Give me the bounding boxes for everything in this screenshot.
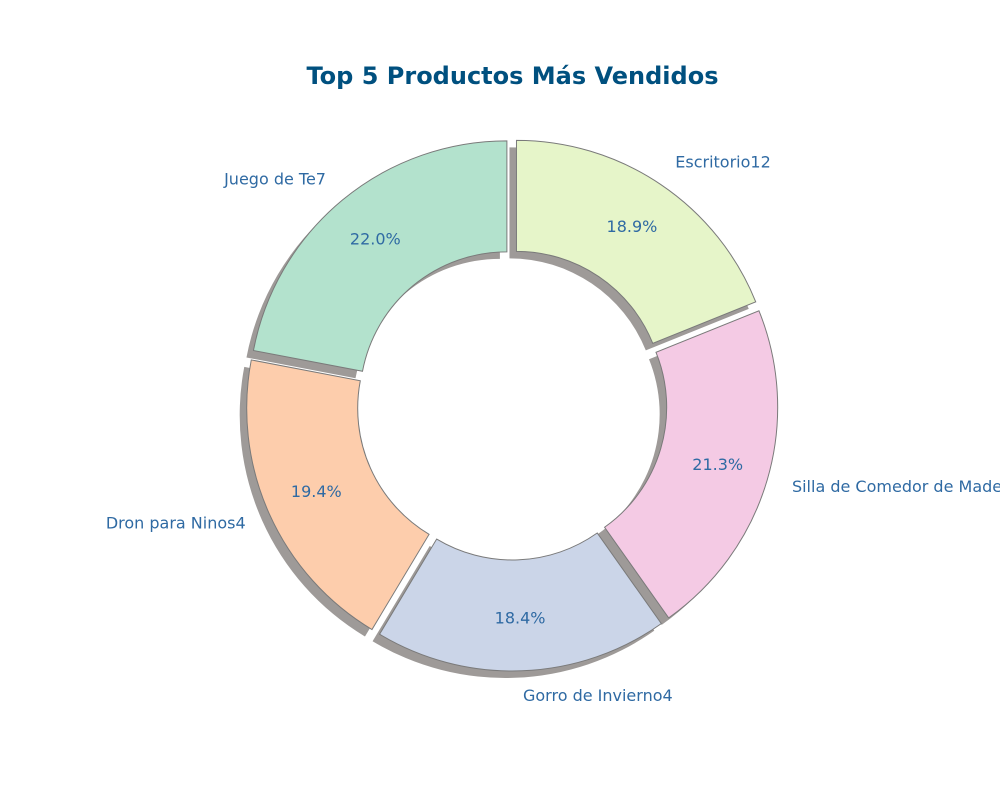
slice-label-gorro-de-invierno4: Gorro de Invierno4 [523, 686, 673, 705]
slice-label-escritorio12: Escritorio12 [675, 153, 771, 172]
percent-label-escritorio12: 18.9% [607, 217, 658, 236]
slice-label-silla-de-comedor-de-madera: Silla de Comedor de Madera [792, 477, 1000, 496]
slice-gorro-de-invierno4 [378, 532, 663, 672]
slice-silla-de-comedor-de-madera [603, 310, 779, 619]
percent-label-silla-de-comedor-de-madera: 21.3% [692, 455, 743, 474]
slice-label-juego-de-te7: Juego de Te7 [223, 170, 326, 189]
label-layer: Juego de Te7 22.0% Dron para Ninos4 19.4% Go… [106, 153, 1000, 705]
slice-escritorio12 [515, 139, 757, 345]
slice-layer [246, 139, 779, 672]
slice-dron-para-ninos4 [246, 359, 430, 631]
slice-label-dron-para-ninos4: Dron para Ninos4 [106, 514, 246, 533]
percent-label-dron-para-ninos4: 19.4% [291, 482, 342, 501]
slice-juego-de-te7 [252, 140, 508, 372]
chart-title: Top 5 Productos Más Vendidos [306, 62, 719, 90]
percent-label-juego-de-te7: 22.0% [350, 229, 401, 248]
percent-label-gorro-de-invierno4: 18.4% [495, 609, 546, 628]
